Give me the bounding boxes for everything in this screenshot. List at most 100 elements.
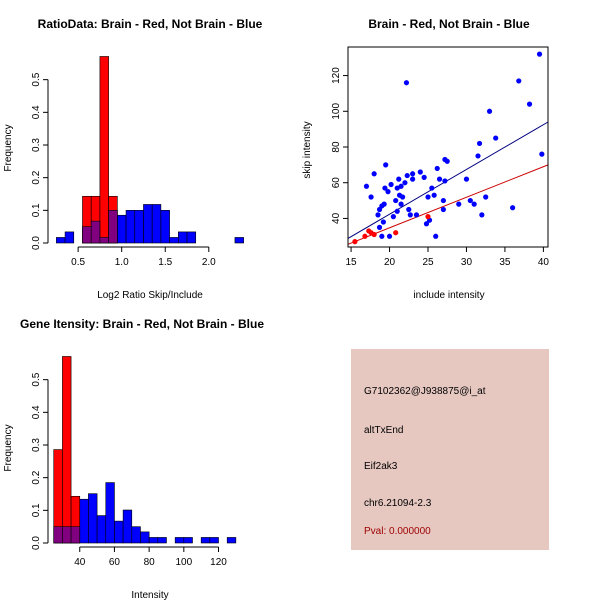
not-brain-bar [79, 498, 89, 544]
not-brain-point [381, 201, 387, 207]
y-tick-label: 40 [331, 212, 342, 224]
not-brain-point [493, 135, 499, 141]
y-tick-label: 0.4 [31, 105, 42, 119]
not-brain-bar [140, 531, 150, 544]
ratio-histogram-axes: 0.5 1.0 1.5 2.0 0.0 0.1 0.2 0.3 0.4 0.5 [31, 72, 216, 268]
y-tick-label: 80 [331, 141, 342, 153]
not-brain-point [407, 212, 413, 218]
not-brain-bar [88, 493, 98, 544]
not-brain-point [483, 194, 489, 200]
not-brain-point [386, 233, 393, 239]
y-tick-label: 0.0 [31, 536, 42, 550]
ratio-histogram-title: RatioData: Brain - Red, Not Brain - Blue [38, 17, 263, 31]
pvalue-text: Pval: 0.000000 [364, 526, 431, 537]
gene-intensity-histogram-xlabel: Intensity [131, 590, 168, 600]
brain-point [371, 231, 377, 238]
y-tick-label: 0.2 [31, 170, 42, 184]
not-brain-point [539, 151, 545, 157]
y-tick-label: 0.5 [31, 72, 42, 86]
not-brain-bar [134, 210, 144, 244]
y-tick-label: 0.1 [31, 203, 42, 217]
not-brain-point [385, 189, 391, 195]
y-tick-label: 0.0 [31, 236, 42, 250]
intensity-scatter-xlabel: include intensity [413, 290, 484, 301]
overlap-bar [70, 526, 81, 544]
not-brain-point [421, 174, 427, 180]
y-tick-label: 0.4 [31, 405, 42, 419]
not-brain-point [398, 183, 404, 189]
not-brain-point [375, 212, 381, 218]
intensity-scatter-title: Brain - Red, Not Brain - Blue [368, 17, 530, 31]
gene-intensity-histogram-bars [53, 356, 237, 544]
not-brain-point [510, 205, 516, 211]
not-brain-point [486, 108, 493, 114]
not-brain-point [526, 101, 533, 107]
not-brain-bar [234, 237, 244, 244]
not-brain-bar [131, 526, 141, 544]
not-brain-bar [96, 515, 107, 544]
not-brain-point [433, 233, 439, 239]
not-brain-point [379, 233, 385, 239]
not-brain-point [456, 201, 462, 207]
not-brain-bar [114, 520, 124, 544]
not-brain-point [363, 183, 370, 189]
not-brain-point [429, 185, 435, 191]
not-brain-point [431, 192, 437, 198]
x-tick-label: 0.5 [71, 257, 85, 268]
not-brain-point [417, 169, 423, 175]
gene-intensity-histogram-title: Gene Itensity: Brain - Red, Not Brain - … [20, 317, 264, 331]
not-brain-point [410, 171, 416, 177]
not-brain-bar [148, 537, 159, 544]
not-brain-point [476, 140, 483, 147]
not-brain-bar [64, 231, 75, 244]
genomic-location-text: chr6.21094-2.3 [364, 498, 432, 509]
not-brain-bar [125, 210, 136, 244]
not-brain-point [479, 212, 485, 218]
not-brain-fit-line [347, 121, 549, 239]
not-brain-point [413, 212, 420, 218]
x-tick-label: 20 [384, 257, 396, 268]
not-brain-point [467, 197, 473, 204]
not-brain-bar [160, 210, 170, 244]
not-brain-bar [226, 537, 237, 544]
not-brain-bar [178, 231, 188, 244]
intensity-scatter-panel: Brain - Red, Not Brain - Blue include in… [302, 17, 549, 301]
x-tick-label: 15 [346, 257, 358, 268]
brain-point [393, 230, 399, 236]
overlap-bar [62, 526, 72, 544]
probe-info-box: G7102362@J938875@i_at altTxEnd Eif2ak3 c… [351, 349, 549, 550]
not-brain-point [376, 224, 383, 230]
x-tick-label: 100 [175, 557, 192, 568]
brain-fit-line [347, 164, 549, 245]
x-tick-label: 60 [109, 557, 121, 568]
x-tick-label: 35 [499, 257, 511, 268]
y-tick-label: 0.2 [31, 470, 42, 484]
x-tick-label: 80 [144, 557, 156, 568]
gene-intensity-histogram-panel: Gene Itensity: Brain - Red, Not Brain - … [3, 317, 264, 600]
x-tick-label: 40 [538, 257, 550, 268]
probe-id-text: G7102362@J938875@i_at [364, 386, 486, 397]
x-tick-label: 1.0 [115, 257, 129, 268]
not-brain-bar [209, 537, 219, 544]
not-brain-point [516, 78, 522, 84]
ratio-histogram-panel: RatioData: Brain - Red, Not Brain - Blue… [3, 17, 263, 301]
not-brain-bar [151, 204, 162, 244]
not-brain-point [425, 194, 431, 200]
not-brain-point [396, 176, 402, 182]
not-brain-bar [169, 237, 179, 244]
brain-bar [62, 356, 72, 544]
not-brain-point [380, 219, 386, 225]
ratio-histogram-xlabel: Log2 Ratio Skip/Include [97, 290, 203, 301]
x-tick-label: 120 [210, 557, 227, 568]
brain-bar [99, 56, 109, 244]
not-brain-point [404, 172, 410, 179]
y-tick-label: 0.1 [31, 503, 42, 517]
plot-frame [347, 46, 549, 248]
overlap-bar [82, 226, 92, 244]
y-tick-label: 0.5 [31, 372, 42, 386]
ratio-histogram-bars [56, 56, 244, 244]
overlap-bar [108, 210, 118, 244]
not-brain-point [406, 206, 412, 213]
not-brain-point [394, 208, 400, 214]
